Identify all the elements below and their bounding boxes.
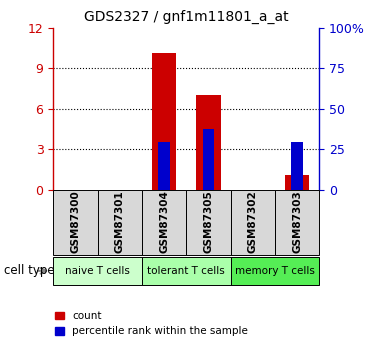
Bar [152, 53, 176, 190]
Bar [186, 190, 231, 255]
Bar [291, 142, 302, 190]
Legend: count, percentile rank within the sample: count, percentile rank within the sample [55, 311, 248, 336]
Bar [285, 175, 309, 190]
Bar [98, 190, 142, 255]
Text: GSM87304: GSM87304 [159, 190, 169, 253]
Text: GSM87305: GSM87305 [203, 190, 213, 253]
Text: cell type: cell type [4, 264, 54, 277]
Title: GDS2327 / gnf1m11801_a_at: GDS2327 / gnf1m11801_a_at [84, 10, 288, 24]
Bar [196, 95, 220, 190]
Bar [203, 129, 214, 190]
Text: tolerant T cells: tolerant T cells [147, 266, 225, 276]
Text: GSM87303: GSM87303 [292, 190, 302, 253]
Text: GSM87300: GSM87300 [70, 190, 80, 253]
Bar [53, 190, 98, 255]
Bar [142, 257, 231, 285]
Bar [53, 257, 142, 285]
Bar [142, 190, 186, 255]
Text: naive T cells: naive T cells [65, 266, 130, 276]
Bar [231, 190, 275, 255]
Bar [275, 190, 319, 255]
Text: memory T cells: memory T cells [235, 266, 315, 276]
Bar [231, 257, 319, 285]
Bar [158, 142, 169, 190]
Text: GSM87301: GSM87301 [115, 190, 125, 253]
Text: GSM87302: GSM87302 [248, 190, 258, 253]
